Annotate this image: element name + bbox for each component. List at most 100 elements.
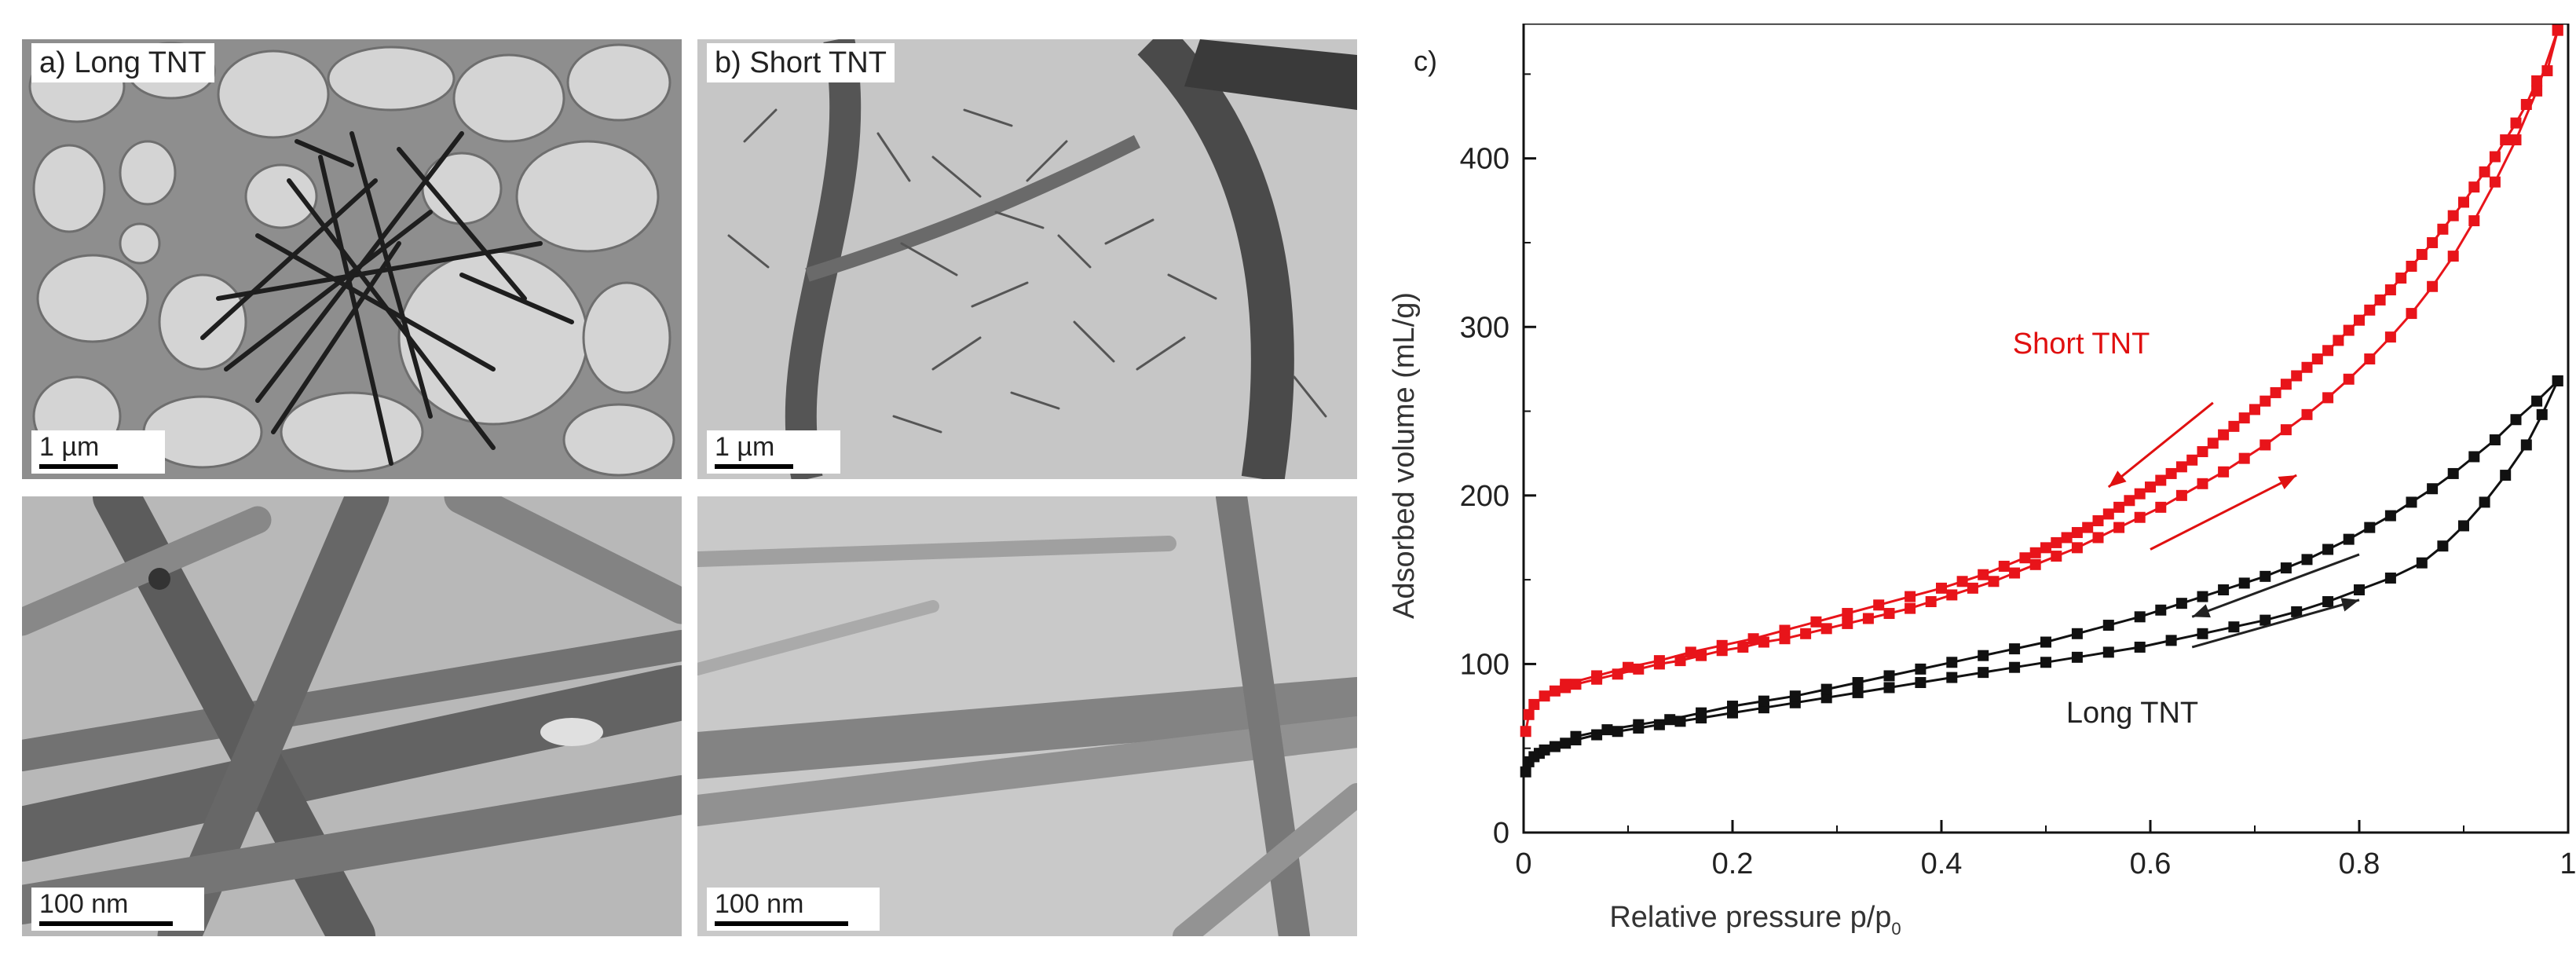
arrow-head xyxy=(2108,470,2127,488)
data-point xyxy=(1727,701,1738,712)
data-point xyxy=(2468,215,2480,227)
data-point xyxy=(1852,686,1864,698)
data-point xyxy=(2364,353,2376,365)
data-point xyxy=(2207,437,2219,449)
data-point xyxy=(2531,75,2543,86)
data-point xyxy=(2218,429,2230,441)
data-point xyxy=(2354,314,2365,326)
data-point xyxy=(1883,682,1895,694)
data-point xyxy=(2092,532,2104,544)
data-point xyxy=(2019,552,2031,564)
data-point xyxy=(1716,639,1728,651)
data-point xyxy=(2155,604,2167,616)
data-point xyxy=(2479,166,2490,178)
series-line xyxy=(1524,380,2560,773)
data-point xyxy=(1696,707,1707,719)
data-point xyxy=(1539,690,1550,702)
data-point xyxy=(2343,373,2355,385)
data-point xyxy=(2280,424,2292,436)
data-point xyxy=(2175,598,2187,609)
data-point xyxy=(2447,251,2459,262)
data-point xyxy=(1623,661,1634,673)
data-point xyxy=(2259,570,2271,582)
scale-label: 1 µm xyxy=(39,432,100,462)
data-point xyxy=(1873,599,1885,611)
y-tick-label: 200 xyxy=(1460,480,1509,513)
chart-marks xyxy=(1520,24,2563,778)
data-point xyxy=(1915,663,1927,675)
scale-bar-line xyxy=(39,464,118,469)
data-point xyxy=(2259,395,2271,407)
data-point xyxy=(2092,515,2104,527)
data-point xyxy=(1528,698,1540,710)
data-point xyxy=(1737,641,1749,653)
panel-b-label: b) Short TNT xyxy=(707,43,895,82)
data-point xyxy=(1956,576,1968,587)
scale-bar-b-top: 1 µm xyxy=(707,430,840,474)
isotherm-chart: c) 0 0.2 0.4 0.6 0.8 1 0 100 200 300 400 Adsorbed … xyxy=(1388,24,2576,939)
data-point xyxy=(1883,608,1895,620)
data-point xyxy=(2311,353,2323,365)
data-point xyxy=(1998,560,2010,572)
tem-image-short-top xyxy=(697,39,1357,479)
arrow-head xyxy=(2340,598,2359,612)
annotation-short-tnt: Short TNT xyxy=(2013,328,2150,361)
arrow-long-adsorption xyxy=(2191,598,2360,649)
arrow-shaft xyxy=(2150,474,2297,551)
data-point xyxy=(1601,724,1613,736)
x-axis-label: Relative pressure p/p0 xyxy=(1609,901,1901,939)
data-point xyxy=(1664,714,1676,726)
data-point xyxy=(2197,446,2208,458)
data-point xyxy=(2165,635,2177,646)
data-point xyxy=(2040,657,2051,668)
arrow-short-desorption xyxy=(2107,401,2214,489)
data-point xyxy=(2009,661,2021,673)
x-tick-label: 0.8 xyxy=(2339,847,2380,880)
data-point xyxy=(2071,651,2083,663)
tem-image-short-bottom xyxy=(697,496,1357,936)
data-point xyxy=(2416,557,2428,569)
data-point xyxy=(2051,551,2062,562)
data-point xyxy=(2427,236,2439,248)
data-point xyxy=(2249,404,2260,415)
data-point xyxy=(2406,261,2417,272)
data-point xyxy=(2489,434,2501,446)
data-point xyxy=(2071,628,2083,639)
data-point xyxy=(2040,636,2051,648)
tem-image-long-top xyxy=(22,39,682,479)
data-point xyxy=(2301,408,2313,420)
arrow-head xyxy=(2192,604,2211,618)
data-point xyxy=(2175,461,2187,473)
x-tick-label: 0.4 xyxy=(1921,847,1963,880)
data-point xyxy=(2489,151,2501,163)
data-point xyxy=(2354,584,2365,595)
data-point xyxy=(1842,617,1853,629)
data-point xyxy=(1915,677,1927,689)
data-point xyxy=(2071,527,2083,539)
data-point xyxy=(2500,134,2512,146)
data-point xyxy=(2029,558,2041,570)
data-point xyxy=(1820,692,1832,704)
data-point xyxy=(2124,495,2135,507)
tem-image-long-bottom xyxy=(22,496,682,936)
data-point xyxy=(2416,248,2428,260)
data-point xyxy=(2301,361,2313,373)
data-point xyxy=(2259,614,2271,626)
data-point xyxy=(2259,439,2271,451)
data-point xyxy=(2029,547,2041,558)
data-point xyxy=(2061,532,2073,544)
short-tnt-micrograph-100nm xyxy=(697,496,1357,936)
arrow-shaft xyxy=(2191,598,2360,649)
data-point xyxy=(2238,412,2250,424)
data-point xyxy=(2510,117,2522,129)
y-tick-label: 100 xyxy=(1460,648,1509,681)
data-point xyxy=(2489,176,2501,188)
data-point xyxy=(2427,483,2439,495)
chart-axes: 0 0.2 0.4 0.6 0.8 1 0 100 200 300 400 xyxy=(1460,24,2576,880)
data-point xyxy=(1800,628,1812,639)
scale-bar-line xyxy=(715,921,848,926)
data-point xyxy=(1905,591,1916,602)
data-point xyxy=(2395,273,2407,284)
data-point xyxy=(2197,591,2208,602)
data-point xyxy=(1978,569,1989,580)
